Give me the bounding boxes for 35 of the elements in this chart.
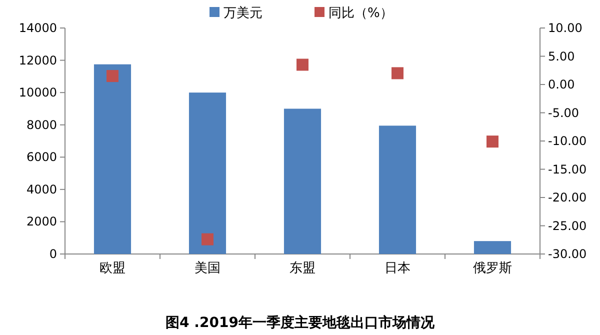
y2-tick-label: -20.00	[548, 190, 587, 204]
point	[296, 58, 308, 71]
bar	[474, 241, 512, 254]
y-tick-label: 12000	[18, 53, 57, 68]
point	[106, 70, 118, 82]
y2-tick-label: -10.00	[548, 134, 587, 148]
y2-tick-label: -30.00	[548, 247, 587, 261]
y2-tick-label: -25.00	[548, 218, 587, 233]
x-tick-label: 俄罗斯	[473, 261, 512, 276]
y-tick-label: 6000	[26, 150, 57, 164]
text: 图4 .2019年一季度主要地毯出口市场情况	[166, 314, 436, 331]
y-tick-label: 4000	[26, 182, 57, 196]
legend-label: 同比（%）	[328, 6, 393, 21]
y-tick-label: 2000	[26, 214, 57, 229]
bar	[378, 126, 416, 254]
bar	[284, 108, 322, 254]
y-tick-label: 10000	[18, 86, 57, 100]
y-tick-label: 8000	[26, 118, 57, 132]
x-tick-label: 日本	[384, 261, 410, 276]
y2-tick-label: 0.00	[548, 78, 575, 92]
point	[392, 67, 404, 80]
bar	[188, 92, 226, 254]
y2-tick-label: -15.00	[548, 162, 587, 176]
point	[486, 136, 498, 148]
point	[202, 233, 214, 246]
bar	[94, 64, 132, 254]
y2-tick-label: 10.00	[548, 21, 582, 35]
y2-tick-label: 5.00	[548, 49, 575, 64]
legend-label: 万美元	[224, 5, 262, 21]
x-tick-label: 欧盟	[100, 261, 126, 276]
x-tick-label: 美国	[194, 260, 220, 276]
x-tick-label: 东盟	[290, 261, 316, 276]
y2-tick-label: -5.00	[548, 106, 580, 120]
y-tick-label: 0	[49, 247, 57, 261]
y-tick-label: 14000	[18, 21, 57, 35]
